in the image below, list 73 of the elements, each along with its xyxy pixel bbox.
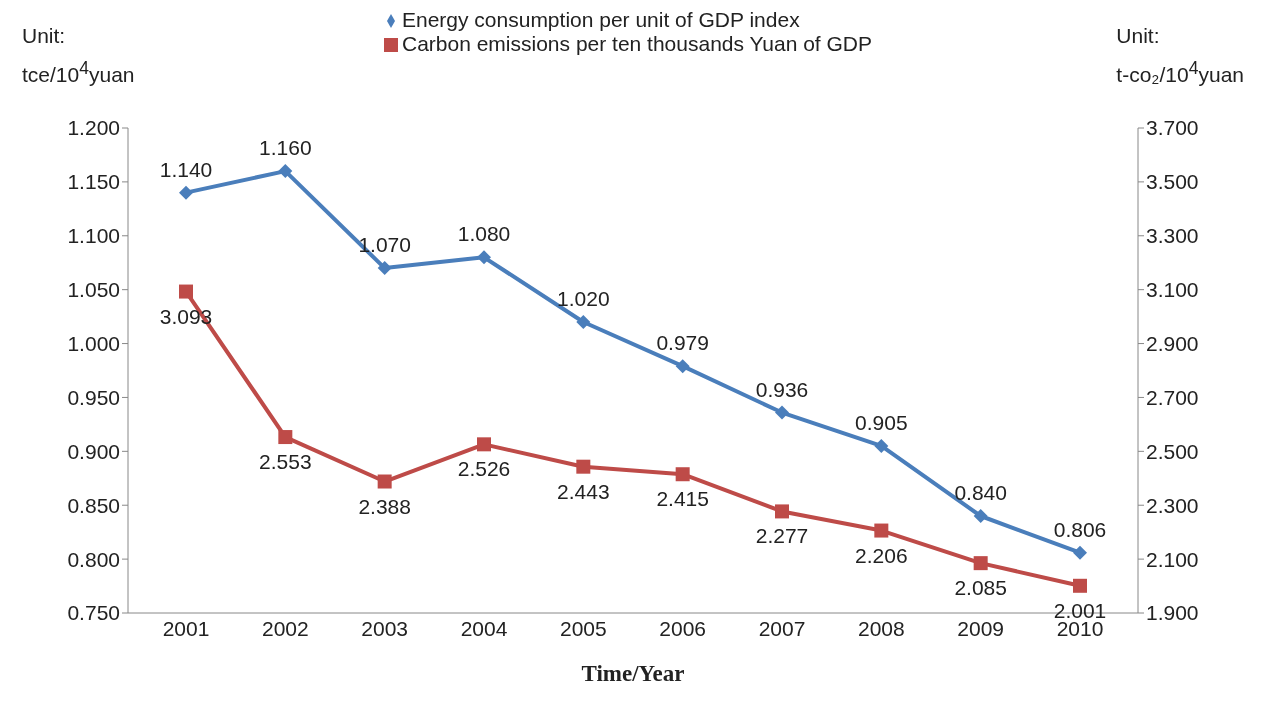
point [675, 359, 690, 374]
point [576, 315, 591, 329]
data-label: 2.085 [954, 576, 1007, 600]
x-tick-label: 2008 [857, 616, 905, 640]
y-axis-title: Unit: tce/10$^{4}$yuan [22, 23, 135, 88]
y-tick-label: 1.000 [67, 332, 120, 356]
y-tick-label: 1.150 [67, 170, 120, 194]
data-label: 0.936 [755, 377, 809, 401]
data-label: 2.415 [656, 487, 709, 511]
point [775, 504, 789, 519]
data-label: 1.140 [159, 157, 213, 181]
point [1073, 545, 1087, 560]
y2-tick-label: 2.900 [1146, 332, 1199, 356]
y2-tick-label: 1.900 [1146, 601, 1199, 625]
point [377, 261, 392, 276]
legend-label: Energy consumption per unit of GDP index [401, 8, 800, 31]
point [973, 509, 988, 523]
y2-tick-label: 2.700 [1146, 385, 1199, 409]
y-tick-label: 0.750 [67, 601, 120, 625]
point [973, 556, 988, 571]
point [477, 437, 491, 452]
point [576, 459, 591, 474]
x-tick-label: 2004 [460, 616, 508, 640]
data-label: 2.277 [755, 524, 809, 548]
data-label: 0.840 [954, 481, 1007, 504]
y2-tick-label: 2.300 [1146, 493, 1199, 517]
data-label: 2.388 [358, 494, 411, 518]
x-tick-label: 2003 [361, 616, 409, 640]
data-label: 2.206 [855, 543, 908, 567]
point [278, 430, 293, 445]
data-label: 0.979 [656, 331, 709, 355]
point [477, 250, 491, 265]
point [874, 523, 889, 538]
data-label: 2.553 [259, 450, 312, 474]
x-tick-label: 2009 [957, 616, 1005, 640]
x-tick-label: 2002 [261, 616, 309, 640]
y-tick-label: 0.950 [67, 385, 120, 409]
point [1073, 578, 1087, 593]
y2-tick-label: 3.300 [1146, 224, 1199, 248]
x-axis-title: Time/Year [581, 661, 685, 686]
y-tick-label: 0.900 [67, 439, 120, 463]
data-label: 1.020 [557, 287, 610, 310]
y2-tick-label: 3.700 [1146, 116, 1199, 140]
data-label: 0.806 [1053, 517, 1107, 541]
point [775, 405, 789, 420]
y-tick-label: 0.800 [67, 547, 120, 571]
y2-tick-label: 3.100 [1146, 278, 1199, 302]
data-label: 2.001 [1053, 598, 1107, 622]
y2-tick-label: 3.500 [1146, 170, 1199, 194]
y2-tick-label: 2.500 [1146, 439, 1199, 463]
y2-tick-label: 2.100 [1146, 547, 1199, 571]
data-label: 1.160 [259, 136, 312, 160]
point [377, 474, 392, 489]
point [179, 284, 193, 299]
point [874, 438, 889, 453]
legend-label: Carbon emissions per ten thousands Yuan of GDP [401, 32, 873, 55]
x-tick-label: 2006 [659, 616, 707, 640]
point [179, 185, 193, 200]
x-tick-label: 2001 [162, 616, 210, 640]
data-label: 2.443 [557, 479, 610, 503]
data-label: 1.070 [358, 233, 411, 257]
data-label: 0.905 [855, 410, 908, 434]
point [278, 164, 293, 179]
y-tick-label: 1.100 [67, 224, 120, 248]
y-tick-label: 0.850 [67, 493, 120, 517]
point [675, 467, 690, 482]
y-tick-label: 1.200 [67, 116, 120, 140]
x-tick-label: 2007 [758, 616, 806, 640]
x-tick-label: 2005 [559, 616, 607, 640]
data-label: 1.080 [457, 222, 511, 246]
data-label: 2.526 [457, 457, 511, 481]
y2-axis-title: Unit: t-co₂/10$^{4}$yuan [1116, 23, 1244, 88]
y-tick-label: 1.050 [67, 278, 120, 302]
